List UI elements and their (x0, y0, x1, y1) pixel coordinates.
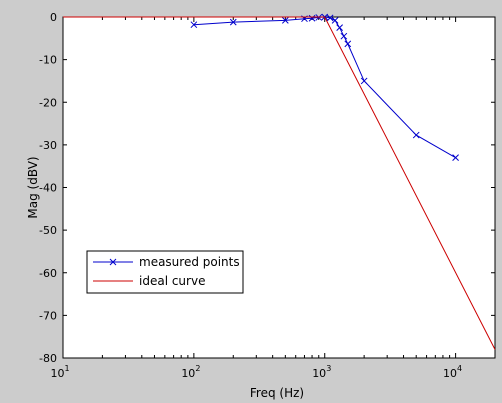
legend: measured points ideal curve (86, 250, 244, 294)
y-tick-label: -80 (39, 352, 57, 365)
legend-entry: measured points (93, 255, 240, 269)
y-tick-label: -30 (39, 139, 57, 152)
x-tick-label: 102 (181, 364, 200, 380)
x-tick-label: 101 (50, 364, 69, 380)
x-tick-label-exponent: 3 (326, 364, 331, 373)
x-tick-label: 104 (443, 364, 462, 380)
data-point-marker (340, 32, 348, 40)
x-axis: 101 102 103 104 (50, 17, 496, 380)
y-tick-label: -40 (39, 182, 57, 195)
legend-label: ideal curve (139, 274, 205, 288)
y-tick-label: 0 (50, 11, 57, 24)
data-point-marker (452, 154, 459, 162)
x-tick-label-base: 10 (443, 367, 457, 380)
x-tick-label-base: 10 (312, 367, 326, 380)
x-tick-label-base: 10 (50, 367, 64, 380)
data-point-marker (412, 131, 420, 139)
data-point-marker (326, 14, 334, 22)
data-point-marker (336, 24, 344, 32)
data-point-marker (229, 18, 237, 26)
legend-label: measured points (139, 255, 240, 269)
legend-box (86, 250, 244, 294)
series-layer (63, 13, 496, 350)
y-tick-label: -70 (39, 309, 57, 322)
series-line-ideal (63, 16, 496, 350)
data-point-marker (281, 17, 289, 24)
data-point-marker (360, 77, 368, 85)
x-tick-label-base: 10 (181, 367, 195, 380)
x-tick-label-exponent: 4 (457, 364, 462, 373)
legend-entry: ideal curve (93, 274, 205, 288)
x-tick-label: 103 (312, 364, 331, 380)
y-tick-label: -10 (39, 54, 57, 67)
y-axis-label: Mag (dBV) (26, 156, 40, 218)
data-point-marker (308, 14, 316, 22)
y-tick-label: -60 (39, 267, 57, 280)
data-point-marker (344, 40, 352, 48)
y-tick-label: -20 (39, 96, 57, 109)
plot-area (62, 16, 496, 359)
x-tick-label-exponent: 2 (195, 364, 200, 373)
y-tick-label: -50 (39, 224, 57, 237)
data-point-marker (190, 21, 198, 29)
y-axis: 0 -10 -20 -30 -40 -50 -60 -70 -80 (39, 11, 495, 365)
x-axis-label: Freq (Hz) (250, 386, 304, 400)
x-tick-label-exponent: 1 (64, 364, 69, 373)
data-point-marker (331, 17, 339, 24)
